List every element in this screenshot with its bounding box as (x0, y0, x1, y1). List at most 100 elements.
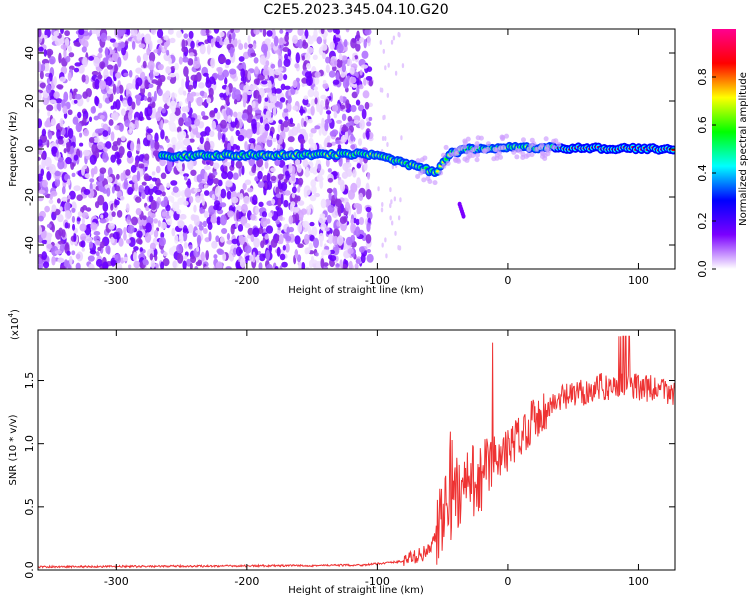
spectrogram-blob (203, 210, 209, 219)
spectrogram-blob (288, 162, 293, 174)
spectrogram-blob (66, 250, 71, 256)
spectrogram-blob (77, 211, 83, 217)
spectrogram-blob (355, 226, 361, 238)
spectrogram-blob (115, 262, 123, 269)
spectrogram-blob (175, 142, 180, 151)
spectrogram-blob (348, 120, 355, 127)
spectrogram-blob (225, 59, 231, 66)
spectrogram-blob (209, 130, 215, 138)
spectrogram-blob (240, 216, 248, 226)
spectrogram-blob (198, 144, 206, 150)
spectrogram-blob (203, 92, 208, 99)
spectrogram-blob (57, 160, 65, 170)
spectrogram-blob (120, 108, 126, 116)
spectrogram-blob (160, 261, 165, 269)
spectrogram-blob (282, 47, 290, 52)
spectrogram-halo (551, 144, 557, 150)
spectrogram-blob (235, 221, 239, 228)
spectrogram-blob (135, 77, 143, 87)
spectrogram-blob (250, 52, 257, 57)
spectrogram-blob (327, 168, 333, 173)
spectrogram-blob (119, 94, 123, 102)
colorbar-label: Normalized spectral amplitude (738, 72, 749, 226)
spectrogram-blob (360, 64, 369, 69)
spectrogram-blob (313, 237, 319, 249)
spectrogram-blob (202, 115, 209, 120)
spectrogram-blob (75, 253, 81, 260)
spectrogram-blob (239, 235, 246, 246)
spectrogram-blob (281, 261, 288, 268)
spectrogram-blob (271, 29, 276, 40)
spectrogram-blob (283, 232, 289, 239)
y-tick-label: 40 (23, 46, 36, 60)
spectrogram-blob (332, 79, 340, 85)
spectrogram-blob (58, 139, 64, 145)
spectrogram-blob (129, 128, 133, 135)
spectrogram-blob (341, 63, 347, 73)
spectrogram-blob (307, 225, 311, 234)
spectrogram-blob (353, 119, 360, 125)
spectrogram-blob (170, 180, 178, 186)
colorbar-tick-label: 0.4 (696, 164, 709, 182)
spectrogram-blob (350, 144, 356, 150)
spectrogram-blob (156, 38, 163, 45)
spectrogram-blob (310, 105, 315, 116)
spectrogram-blob (48, 131, 53, 140)
spectrogram-blob (233, 247, 238, 255)
spectrogram-blob (199, 90, 206, 97)
spectrogram-blob (264, 160, 269, 169)
spectrogram-blob (224, 140, 228, 149)
spectrogram-blob (64, 37, 70, 48)
spectrogram-blob (183, 255, 188, 260)
spectrogram-blob (341, 125, 349, 133)
spectrogram-blob (38, 189, 46, 195)
spectrogram-blob (221, 133, 226, 143)
spectrogram-blob (73, 185, 81, 192)
spectrogram-blob (197, 259, 202, 265)
spectrogram-blob (183, 241, 188, 249)
spectrogram-blob (91, 70, 99, 76)
spectrogram-blob (174, 62, 179, 71)
spectrogram-blob (277, 216, 282, 221)
spectrogram-blob (325, 64, 330, 73)
spectrogram-blob (309, 194, 317, 202)
spectrogram-blob (157, 63, 164, 71)
spectrogram-blob (387, 62, 390, 68)
spectrogram-blob (192, 78, 198, 89)
spectrogram-blob (294, 207, 300, 213)
spectrogram-branch (461, 213, 466, 219)
spectrogram-blob (39, 70, 44, 80)
spectrogram-blob (117, 56, 122, 68)
spectrogram-blob (220, 188, 227, 199)
spectrogram-blob (297, 222, 303, 233)
spectrogram-blob (95, 258, 103, 267)
spectrogram-blob (266, 30, 273, 37)
spectrogram-blob (307, 46, 314, 55)
spectrogram-blob (181, 162, 185, 172)
spectrogram-blob (178, 230, 183, 240)
spectrogram-blob (238, 43, 244, 50)
spectrogram-blob (51, 204, 57, 212)
spectrogram-blob (38, 92, 42, 101)
spectrogram-blob (49, 163, 56, 175)
spectrogram-blob (213, 254, 218, 259)
spectrogram-blob (169, 72, 176, 78)
spectrogram-blob (108, 57, 114, 62)
spectrogram-blob (279, 97, 286, 103)
spectrogram-blob (349, 76, 357, 84)
x-tick-label: 0 (504, 575, 511, 588)
spectrogram-blob (322, 265, 329, 269)
spectrogram-blob (262, 29, 267, 38)
spectrogram-blob (245, 128, 253, 139)
spectrogram-blob (339, 216, 347, 225)
spectrogram-blob (323, 32, 327, 40)
spectrogram-blob (73, 88, 78, 93)
snr-series-line (38, 335, 675, 569)
spectrogram-blob (190, 40, 195, 49)
spectrogram-blob (291, 186, 297, 194)
spectrogram-blob (311, 226, 318, 237)
spectrogram-blob (208, 231, 212, 242)
spectrogram-blob (74, 62, 82, 67)
spectrogram-blob (397, 215, 401, 221)
spectrogram-blob (88, 241, 94, 249)
